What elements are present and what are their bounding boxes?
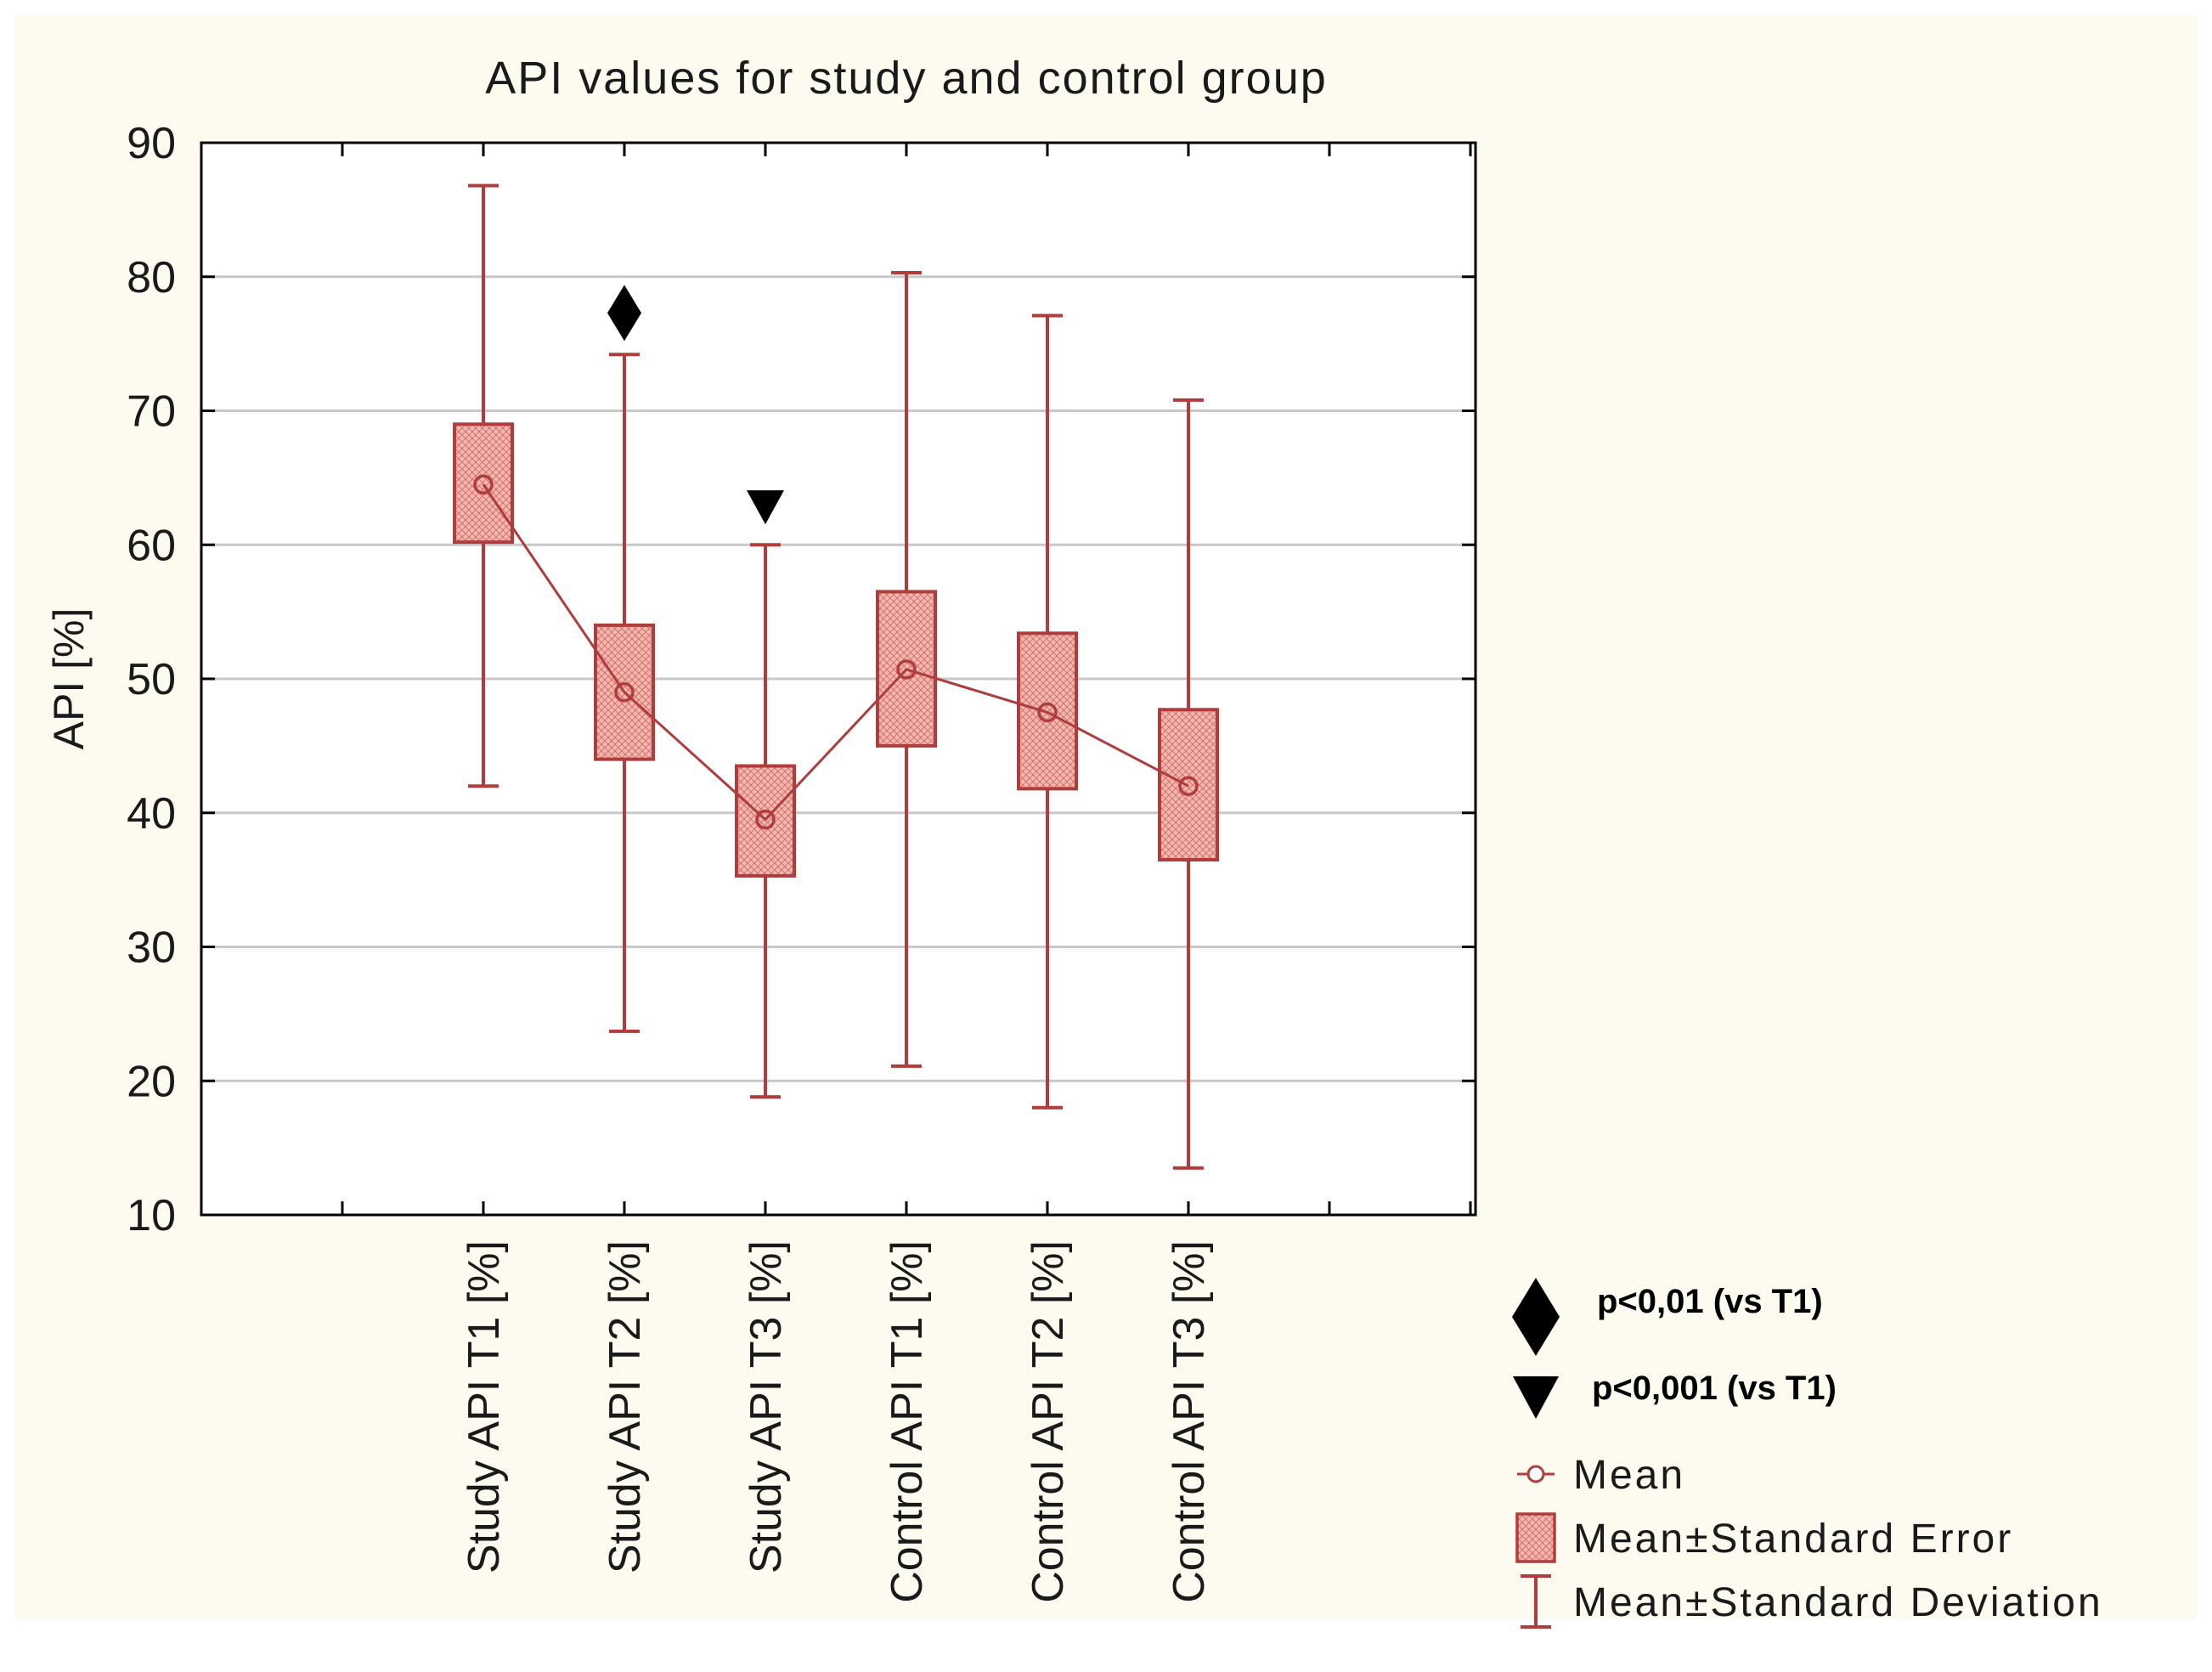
mean-point: [473, 474, 494, 495]
se-box: [453, 422, 514, 545]
legend-label: p<0,01 (vs T1): [1597, 1283, 1823, 1320]
x-category-label: Control API T3 [%]: [1165, 1240, 1214, 1603]
significance-triangle-icon: [747, 490, 784, 525]
legend-label: Mean: [1573, 1453, 1685, 1498]
mean-point: [1178, 776, 1199, 796]
x-category-label: Control API T2 [%]: [1024, 1240, 1073, 1603]
x-category-label: Study API T3 [%]: [742, 1240, 791, 1573]
y-tick-label: 60: [127, 521, 176, 570]
legend-label: Mean±Standard Deviation: [1573, 1580, 2103, 1625]
legend-item: Mean±Standard Error: [1515, 1512, 2013, 1563]
mean-point: [1037, 702, 1058, 723]
legend-item: Mean: [1517, 1453, 1685, 1498]
x-category-label: Control API T1 [%]: [883, 1240, 932, 1603]
chart-title: API values for study and control group: [485, 53, 1328, 104]
y-tick-label: 80: [127, 253, 176, 302]
mean-line: [482, 483, 1189, 822]
y-tick-label: 70: [127, 387, 176, 437]
y-axis-label: API [%]: [45, 608, 93, 750]
legend-box-icon: [1515, 1512, 1556, 1563]
y-tick-label: 30: [127, 924, 176, 973]
se-box: [1017, 631, 1078, 791]
y-tick-label: 90: [127, 119, 176, 168]
mean-point: [755, 809, 776, 830]
legend-diamond-icon: [1512, 1278, 1560, 1356]
x-category-label: Study API T1 [%]: [460, 1240, 509, 1573]
legend-mean-icon: [1526, 1465, 1545, 1483]
legend-item: Mean±Standard Deviation: [1521, 1574, 2103, 1629]
legend-triangle-icon: [1513, 1376, 1559, 1419]
mean-point: [896, 659, 917, 680]
legend-item: p<0,01 (vs T1): [1512, 1278, 1823, 1356]
legend-item: p<0,001 (vs T1): [1513, 1370, 1837, 1419]
y-tick-label: 40: [127, 789, 176, 839]
y-tick-label: 20: [127, 1057, 176, 1106]
y-tick-label: 10: [127, 1191, 176, 1240]
legend-label: p<0,001 (vs T1): [1592, 1370, 1837, 1407]
legend-label: Mean±Standard Error: [1573, 1517, 2013, 1562]
mean-point: [614, 682, 635, 703]
significance-diamond-icon: [607, 285, 641, 342]
x-category-label: Study API T2 [%]: [601, 1240, 650, 1573]
y-tick-label: 50: [127, 655, 176, 704]
